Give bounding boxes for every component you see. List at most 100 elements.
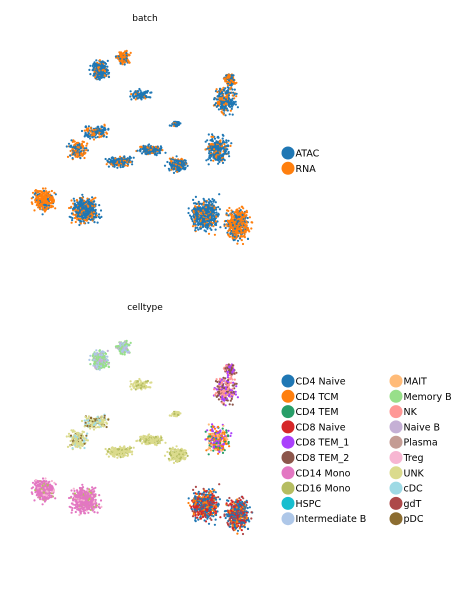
scatter-point-batch [209,206,212,209]
scatter-point-batch [223,143,226,146]
scatter-point-batch [121,63,124,66]
scatter-point-celltype [37,493,41,496]
scatter-point-batch [237,209,240,212]
scatter-point-batch [213,151,216,154]
scatter-point-batch [206,139,209,142]
scatter-point-celltype [101,356,104,359]
scatter-point-batch [207,145,210,148]
scatter-point-batch [37,195,41,198]
scatter-point-batch [172,167,175,171]
scatter-point-batch [225,212,228,215]
scatter-point-celltype [40,492,43,495]
scatter-point-batch [73,202,76,205]
scatter-point-batch [98,64,101,67]
scatter-point-batch [73,199,76,202]
scatter-point-batch [129,161,132,164]
scatter-point-batch [213,103,216,106]
scatter-point-batch [83,147,86,150]
scatter-point-batch [144,146,147,149]
scatter-celltype [30,339,254,536]
scatter-point-batch [213,98,216,101]
scatter-point-batch [76,218,79,221]
scatter-point-batch [187,207,190,210]
scatter-point-batch [227,91,230,94]
scatter-point-celltype [76,434,79,437]
scatter-point-batch [230,86,233,89]
scatter-point-celltype [107,418,110,421]
scatter-point-batch [98,204,101,207]
scatter-point-batch [225,74,228,77]
scatter-point-batch [232,100,235,103]
scatter-point-batch [224,152,227,155]
scatter-point-celltype [49,485,52,489]
scatter-point-batch [227,96,230,100]
scatter-point-batch [202,214,205,217]
scatter-point-celltype [40,489,44,492]
scatter-point-batch [125,57,128,60]
scatter-point-celltype [73,430,76,433]
scatter-point-celltype [41,482,44,485]
scatter-point-batch [209,159,213,162]
scatter-point-batch [101,125,104,129]
scatter-point-batch [158,152,162,155]
scatter-point-batch [118,51,121,55]
scatter-point-batch [193,220,196,223]
scatter-point-batch [98,69,101,72]
scatter-point-batch [96,221,99,224]
scatter-point-batch [219,226,222,229]
scatter-point-batch [71,157,74,160]
scatter-point-celltype [87,419,90,422]
scatter-point-batch [194,211,197,214]
scatter-point-batch [117,158,121,161]
scatter-point-celltype [105,425,108,429]
scatter-point-celltype [79,447,82,450]
scatter-point-batch [197,200,200,203]
scatter-point-batch [129,51,132,55]
scatter-point-batch [237,215,241,218]
scatter-point-batch [104,74,107,77]
scatter-point-batch [217,135,220,138]
scatter-point-batch [80,142,84,145]
scatter-point-batch [243,229,246,232]
scatter-point-batch [48,206,51,209]
scatter-point-batch [81,214,84,217]
scatter-point-batch [213,233,216,236]
scatter-point-celltype [69,439,72,443]
scatter-point-celltype [71,447,74,450]
scatter-point-batch [78,210,81,213]
scatter-point-batch [148,143,151,146]
scatter-point-batch [93,221,96,224]
scatter-point-batch [168,161,171,165]
scatter-point-batch [108,157,111,161]
scatter-point-batch [218,156,221,159]
scatter-point-celltype [101,359,104,362]
scatter-point-batch [73,140,76,143]
scatter-point-batch [100,215,103,218]
scatter-point-batch [136,97,139,100]
scatter-point-batch [203,218,206,221]
scatter-point-batch [107,128,110,131]
scatter-point-celltype [31,492,34,495]
panel-title-batch: batch [132,14,157,24]
scatter-point-batch [69,154,72,157]
scatter-point-batch [92,74,95,77]
scatter-point-batch [71,146,74,149]
scatter-point-batch [81,146,84,149]
scatter-point-batch [212,204,215,207]
scatter-point-batch [250,221,253,224]
scatter-point-batch [212,143,215,146]
scatter-point-batch [125,49,128,53]
scatter-point-batch [87,221,90,224]
scatter-point-batch [213,137,217,140]
scatter-point-batch [101,66,104,69]
scatter-point-batch [224,77,227,80]
scatter-point-batch [88,207,91,210]
scatter-point-batch [232,78,235,82]
scatter-point-celltype [80,432,84,435]
scatter-point-batch [207,133,210,136]
scatter-point-batch [223,103,226,106]
scatter-point-celltype [48,483,51,486]
scatter-point-celltype [100,365,103,368]
scatter-point-batch [154,145,157,148]
scatter-point-batch [225,223,228,226]
